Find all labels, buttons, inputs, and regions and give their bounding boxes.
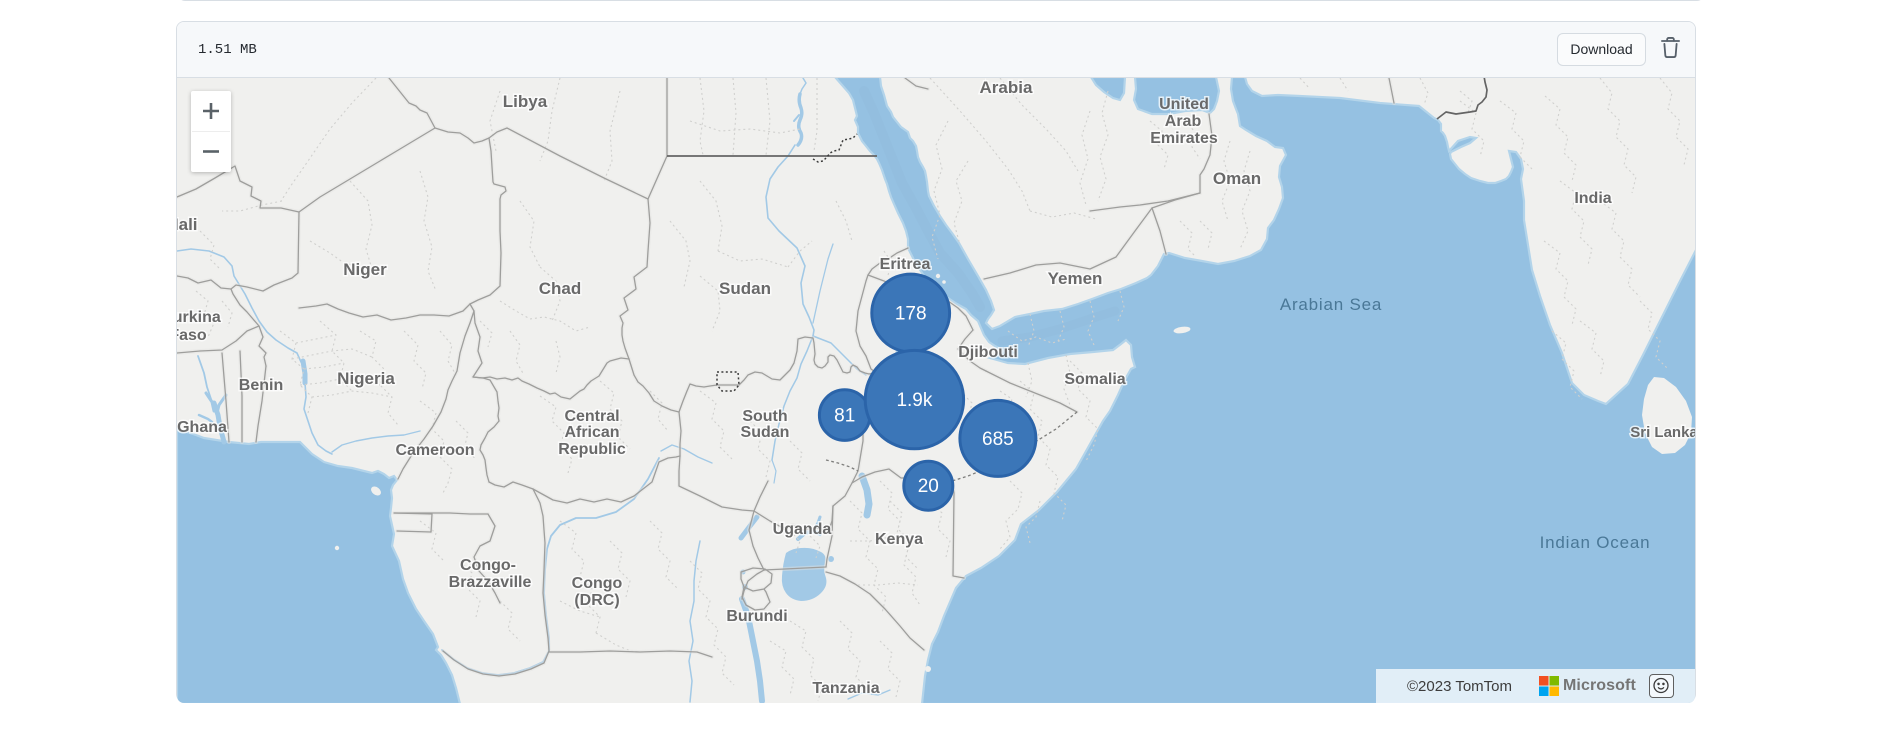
svg-text:Indian Ocean: Indian Ocean bbox=[1540, 533, 1651, 552]
svg-text:Arab: Arab bbox=[1165, 113, 1202, 130]
svg-text:81: 81 bbox=[834, 406, 855, 427]
svg-text:Brazzaville: Brazzaville bbox=[449, 574, 532, 591]
svg-text:Kenya: Kenya bbox=[875, 531, 923, 548]
svg-text:685: 685 bbox=[982, 429, 1014, 450]
svg-text:Congo: Congo bbox=[572, 575, 623, 592]
svg-text:Arabia: Arabia bbox=[980, 78, 1033, 97]
svg-text:Niger: Niger bbox=[343, 260, 387, 279]
svg-text:1.9k: 1.9k bbox=[896, 390, 932, 411]
svg-text:Eritrea: Eritrea bbox=[880, 256, 931, 273]
svg-text:Arabian Sea: Arabian Sea bbox=[1280, 295, 1382, 314]
svg-text:Republic: Republic bbox=[558, 441, 626, 458]
svg-text:Burkina: Burkina bbox=[177, 309, 221, 326]
svg-text:African: African bbox=[564, 424, 619, 441]
svg-text:Benin: Benin bbox=[239, 377, 283, 394]
svg-text:United: United bbox=[1159, 96, 1209, 113]
svg-text:Libya: Libya bbox=[503, 92, 548, 111]
svg-text:Congo-: Congo- bbox=[460, 557, 516, 574]
svg-text:Sri Lanka: Sri Lanka bbox=[1630, 424, 1695, 441]
svg-text:Faso: Faso bbox=[177, 327, 207, 344]
svg-text:Chad: Chad bbox=[539, 279, 582, 298]
svg-text:Cameroon: Cameroon bbox=[395, 442, 474, 459]
svg-text:178: 178 bbox=[895, 304, 927, 325]
svg-text:Sudan: Sudan bbox=[719, 279, 771, 298]
svg-text:South: South bbox=[742, 408, 787, 425]
svg-text:Emirates: Emirates bbox=[1150, 130, 1218, 147]
svg-text:Oman: Oman bbox=[1213, 169, 1261, 188]
svg-text:Nigeria: Nigeria bbox=[337, 369, 395, 388]
svg-text:20: 20 bbox=[918, 476, 939, 497]
svg-text:Central: Central bbox=[564, 408, 619, 425]
svg-text:Ghana: Ghana bbox=[177, 419, 227, 436]
svg-text:India: India bbox=[1574, 190, 1611, 207]
svg-text:Somalia: Somalia bbox=[1064, 371, 1125, 388]
svg-text:Burundi: Burundi bbox=[726, 608, 787, 625]
svg-text:(DRC): (DRC) bbox=[574, 592, 619, 609]
svg-text:Mali: Mali bbox=[177, 215, 198, 234]
svg-text:Sudan: Sudan bbox=[741, 424, 790, 441]
svg-text:Djibouti: Djibouti bbox=[958, 344, 1018, 361]
svg-text:Yemen: Yemen bbox=[1048, 269, 1103, 288]
svg-text:Uganda: Uganda bbox=[773, 521, 832, 538]
svg-text:Tanzania: Tanzania bbox=[812, 680, 879, 697]
